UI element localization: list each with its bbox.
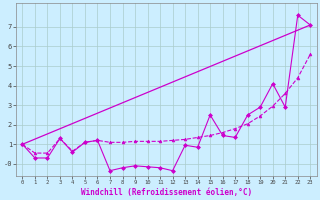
X-axis label: Windchill (Refroidissement éolien,°C): Windchill (Refroidissement éolien,°C) [81, 188, 252, 197]
